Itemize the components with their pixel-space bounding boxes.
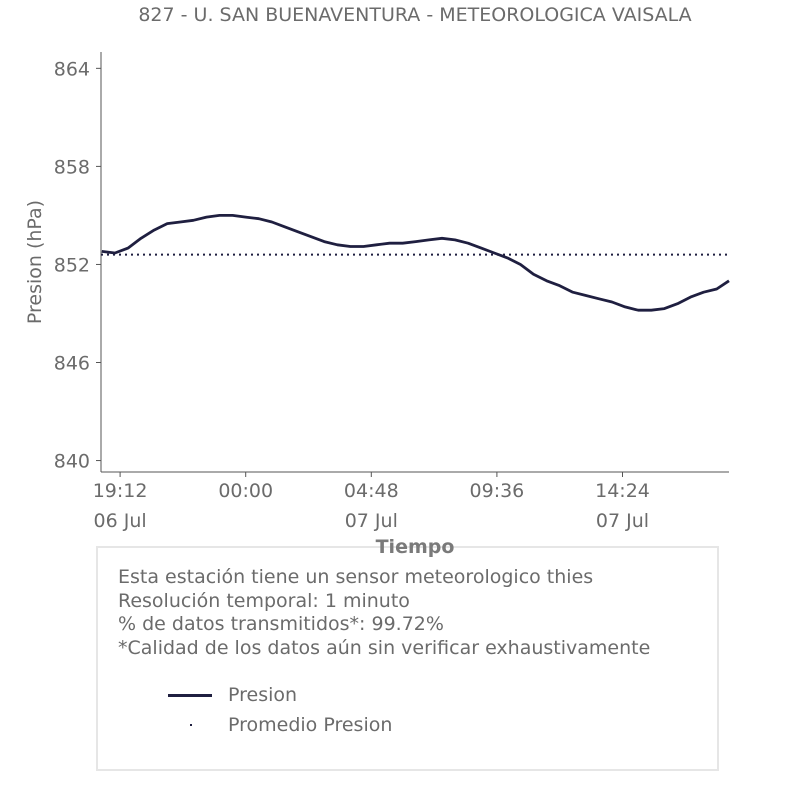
x-ticks: 19:12 06 Jul 00:00 04:48 07 Jul 09:36 14:24 07 … [93, 472, 650, 532]
y-tick-label: 864 [54, 58, 90, 80]
y-tick-label: 840 [54, 451, 90, 473]
info-line-quality-note: *Calidad de los datos aún sin verificar … [118, 636, 651, 659]
x-tick-label-time: 09:36 [470, 480, 525, 502]
x-tick-label-date: 07 Jul [345, 510, 398, 532]
legend-swatch-dot [168, 710, 214, 740]
x-tick-label-time: 14:24 [595, 480, 650, 502]
y-axis-label: Presion (hPa) [24, 200, 46, 324]
legend-swatch-line [168, 680, 214, 710]
y-axis: 840 846 852 858 864 [54, 52, 102, 473]
legend-item-presion: Presion [168, 680, 392, 710]
chart-title: 827 - U. SAN BUENAVENTURA - METEOROLOGIC… [138, 4, 691, 26]
y-tick-label: 852 [54, 254, 90, 276]
y-tick-label: 858 [54, 156, 90, 178]
info-line-sensor: Esta estación tiene un sensor meteorolog… [118, 566, 594, 588]
info-line-transmitted: % de datos transmitidos*: 99.72% [118, 613, 444, 635]
legend-label-presion: Presion [228, 684, 298, 706]
legend: Presion Promedio Presion [168, 680, 392, 740]
x-tick-label-time: 19:12 [93, 480, 148, 502]
legend-label-promedio-presion: Promedio Presion [228, 714, 393, 736]
x-tick-label-date: 06 Jul [94, 510, 147, 532]
info-lines: Esta estación tiene un sensor meteorolog… [118, 566, 650, 660]
series-presion-line [101, 213, 730, 312]
y-ticks: 840 846 852 858 864 [54, 58, 101, 473]
x-tick-label-date: 07 Jul [596, 510, 649, 532]
info-box: Esta estación tiene un sensor meteorolog… [96, 546, 719, 771]
legend-item-promedio-presion: Promedio Presion [168, 710, 392, 740]
x-axis: 19:12 06 Jul 00:00 04:48 07 Jul 09:36 14:24 07 … [93, 471, 729, 532]
x-tick-label-time: 04:48 [344, 480, 399, 502]
info-line-resolution: Resolución temporal: 1 minuto [118, 589, 410, 612]
y-tick-label: 846 [54, 353, 90, 375]
x-tick-label-time: 00:00 [218, 480, 273, 502]
